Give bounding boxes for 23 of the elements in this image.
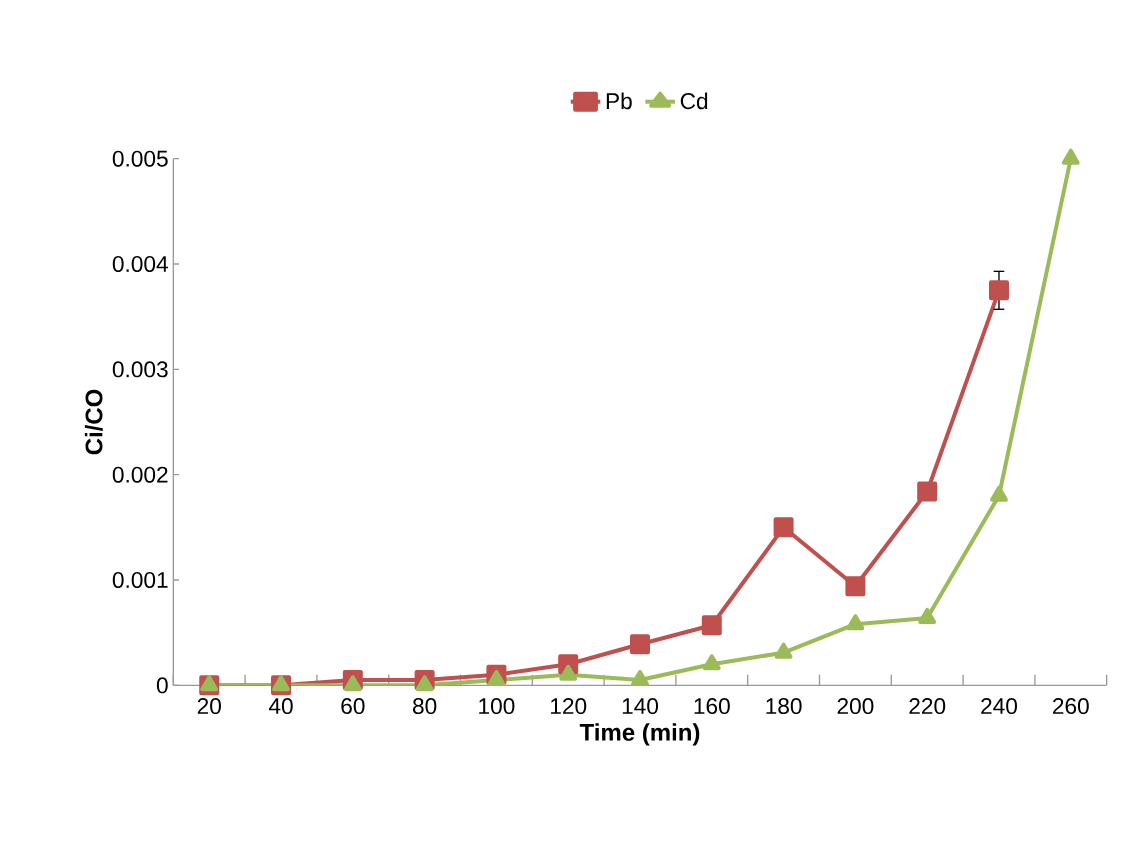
x-tick-label: 160 [694, 698, 730, 715]
x-tick-label: 140 [622, 698, 659, 715]
x-tick-label: 20 [197, 698, 221, 715]
x-tick-label: 180 [766, 698, 802, 715]
legend-label: Pb [606, 92, 632, 110]
x-tick-label: 260 [1053, 698, 1089, 715]
legend-label: Cd [680, 92, 708, 110]
y-tick-label: 0.004 [112, 255, 168, 273]
x-tick-label: 120 [551, 698, 587, 715]
x-axis-title: Time (min) [579, 723, 700, 746]
y-axis-title: Ci/CO [84, 389, 103, 455]
x-tick-label: 80 [413, 698, 437, 715]
y-tick-label: 0.001 [112, 571, 168, 589]
x-tick-label: 240 [981, 698, 1018, 715]
y-tick-label: 0.005 [112, 150, 168, 167]
x-tick-label: 200 [837, 698, 874, 715]
x-tick-label: 40 [268, 698, 293, 715]
y-tick-label: 0.002 [112, 466, 168, 483]
x-tick-label: 220 [909, 698, 946, 715]
x-tick-label: 100 [479, 698, 515, 715]
x-tick-label: 60 [341, 698, 365, 715]
y-tick-label: 0.003 [112, 361, 168, 378]
y-tick-label: 0 [156, 677, 168, 694]
